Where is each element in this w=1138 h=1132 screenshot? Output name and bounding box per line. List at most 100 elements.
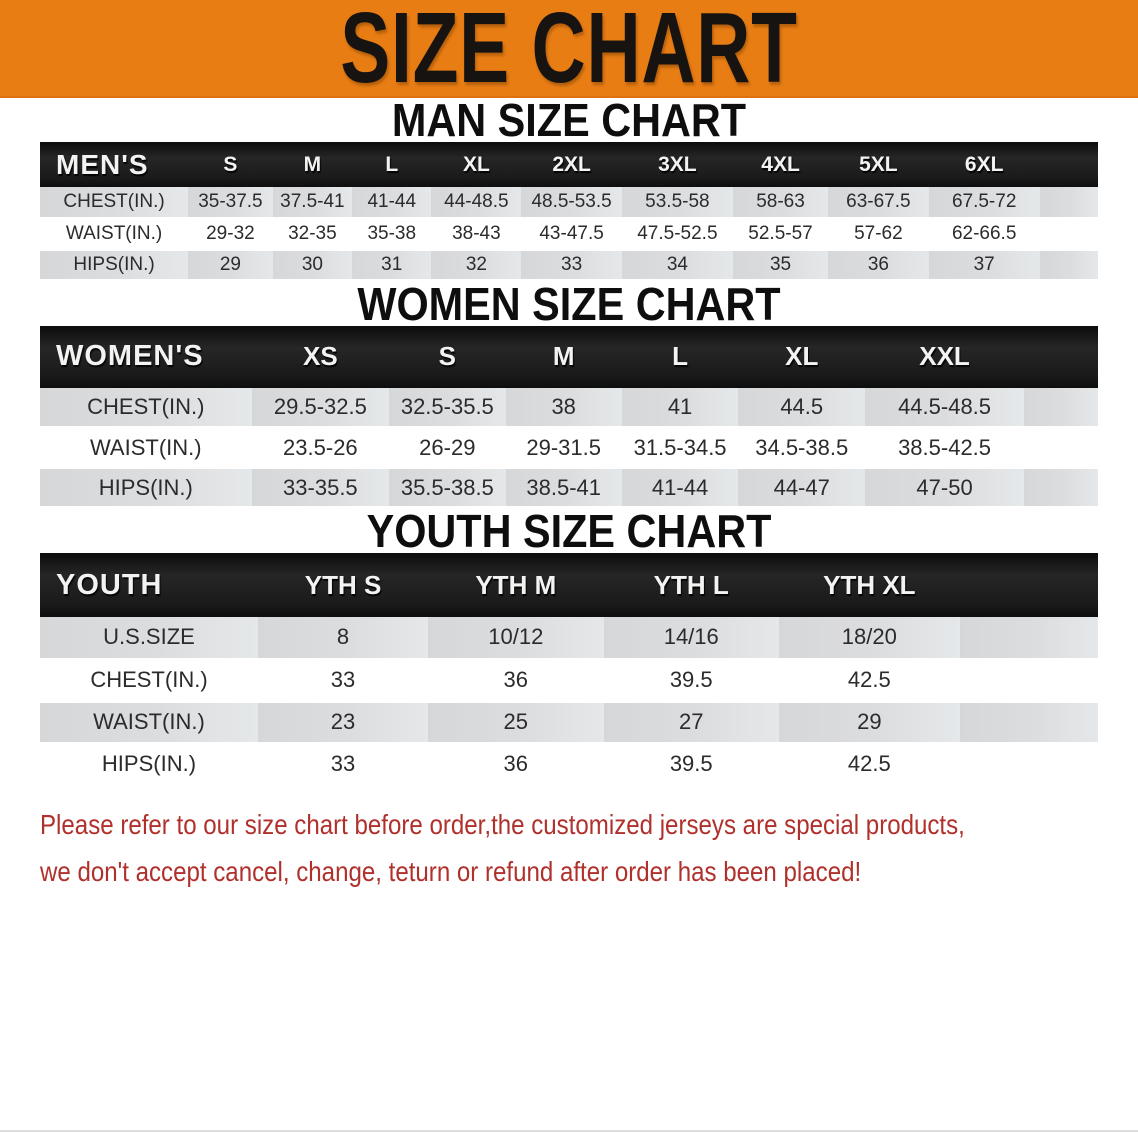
measure-value: 29 [188,249,273,282]
measure-value: 44-47 [738,467,866,509]
measure-value: 38.5-42.5 [865,427,1024,469]
measure-value: 34 [621,249,733,282]
spacer-cell [959,743,1098,787]
measure-value: 38-43 [431,218,522,251]
measure-label: CHEST(IN.) [40,387,252,429]
measure-label: WAIST(IN.) [40,427,252,469]
measure-value: 33-35.5 [251,467,390,509]
womens-section-heading: WOMEN SIZE CHART [357,277,781,330]
measure-value: 36 [828,249,929,282]
banner-title: SIZE CHART [340,0,798,98]
measure-label: CHEST(IN.) [40,187,189,220]
youth-section-heading: YOUTH SIZE CHART [366,505,772,557]
measure-value: 29-31.5 [505,427,622,469]
size-column-header: L [352,142,432,187]
order-disclaimer: Please refer to our size chart before or… [40,801,1138,895]
spacer-cell [1039,187,1098,220]
measure-value: 43-47.5 [521,218,622,251]
size-column-header: XL [738,325,866,388]
measure-value: 27 [603,701,779,745]
womens-size-table: WOMEN'S XS S M L XL XXL CHEST(IN.) 29.5-32.5 32.5… [40,325,1098,509]
size-column-header: 5XL [828,142,929,187]
size-column-header: YTH XL [778,553,960,617]
measure-value: 36 [428,659,604,703]
measure-value: 53.5-58 [621,187,733,220]
size-group-label: MEN'S [40,142,189,187]
mens-size-table: MEN'S S M L XL 2XL 3XL 4XL 5XL 6XL CHEST(IN.) 35-37… [40,142,1098,282]
spacer-cell [1023,467,1098,509]
table-row: HIPS(IN.) 33 36 39.5 42.5 [40,743,1098,787]
measure-value: 32-35 [272,218,353,251]
measure-value: 47.5-52.5 [621,218,733,251]
measure-value: 31 [352,249,432,282]
size-column-header: M [272,142,353,187]
table-row: WAIST(IN.) 23 25 27 29 [40,701,1098,745]
size-column-header: XS [251,325,390,388]
measure-value: 29.5-32.5 [251,387,390,429]
table-header-row: WOMEN'S XS S M L XL XXL [40,325,1098,388]
measure-value: 35 [732,249,829,282]
table-row: U.S.SIZE 8 10/12 14/16 18/20 [40,617,1098,661]
measure-label: WAIST(IN.) [40,701,258,745]
measure-value: 42.5 [778,743,960,787]
measure-value: 35.5-38.5 [389,467,506,509]
size-column-header: M [505,325,622,388]
spacer-cell [1039,218,1098,251]
table-row: CHEST(IN.) 35-37.5 37.5-41 41-44 44-48.5 48.5… [40,187,1098,220]
size-column-header: L [621,325,739,388]
measure-value: 37.5-41 [272,187,353,220]
spacer-cell [959,553,1098,617]
size-column-header: S [389,325,506,388]
size-column-header: YTH L [603,553,779,617]
measure-value: 32.5-35.5 [389,387,506,429]
measure-value: 47-50 [865,467,1024,509]
size-column-header: XXL [865,325,1024,388]
disclaimer-line-2: we don't accept cancel, change, teturn o… [40,855,862,887]
measure-value: 44-48.5 [431,187,522,220]
size-group-label: WOMEN'S [40,325,252,388]
spacer-cell [1039,142,1098,187]
spacer-cell [1023,325,1098,388]
measure-value: 32 [431,249,522,282]
size-column-header: 4XL [732,142,829,187]
measure-value: 39.5 [603,659,779,703]
size-column-header: YTH M [428,553,604,617]
bottom-divider [0,1130,1138,1132]
measure-value: 41 [621,387,739,429]
spacer-cell [959,659,1098,703]
size-column-header: 2XL [521,142,622,187]
table-header-row: YOUTH YTH S YTH M YTH L YTH XL [40,553,1098,617]
measure-value: 42.5 [778,659,960,703]
measure-value: 8 [257,617,429,661]
measure-value: 38.5-41 [505,467,622,509]
measure-label: HIPS(IN.) [40,249,189,282]
spacer-cell [959,701,1098,745]
measure-value: 63-67.5 [828,187,929,220]
measure-label: HIPS(IN.) [40,743,258,787]
spacer-cell [959,617,1098,661]
measure-value: 35-38 [352,218,432,251]
youth-size-table: YOUTH YTH S YTH M YTH L YTH XL U.S.SIZE 8 10/12… [40,553,1098,787]
measure-value: 38 [505,387,622,429]
measure-value: 41-44 [352,187,432,220]
measure-value: 34.5-38.5 [738,427,866,469]
measure-value: 30 [272,249,353,282]
measure-value: 52.5-57 [732,218,829,251]
table-header-row: MEN'S S M L XL 2XL 3XL 4XL 5XL 6XL [40,142,1098,187]
spacer-cell [1023,387,1098,429]
measure-label: CHEST(IN.) [40,659,258,703]
table-row: CHEST(IN.) 29.5-32.5 32.5-35.5 38 41 44.5 44.5… [40,387,1098,429]
measure-value: 67.5-72 [928,187,1040,220]
measure-value: 58-63 [732,187,829,220]
measure-value: 29-32 [188,218,273,251]
measure-value: 29 [778,701,960,745]
size-column-header: YTH S [257,553,429,617]
measure-value: 41-44 [621,467,739,509]
table-row: WAIST(IN.) 29-32 32-35 35-38 38-43 43-47.5 47.… [40,218,1098,251]
measure-value: 10/12 [428,617,604,661]
measure-value: 62-66.5 [928,218,1040,251]
measure-value: 31.5-34.5 [621,427,739,469]
measure-label: U.S.SIZE [40,617,258,661]
measure-value: 26-29 [389,427,506,469]
mens-size-section: MAN SIZE CHART MEN'S S M L XL 2XL 3XL 4XL 5XL 6XL… [0,97,1138,282]
